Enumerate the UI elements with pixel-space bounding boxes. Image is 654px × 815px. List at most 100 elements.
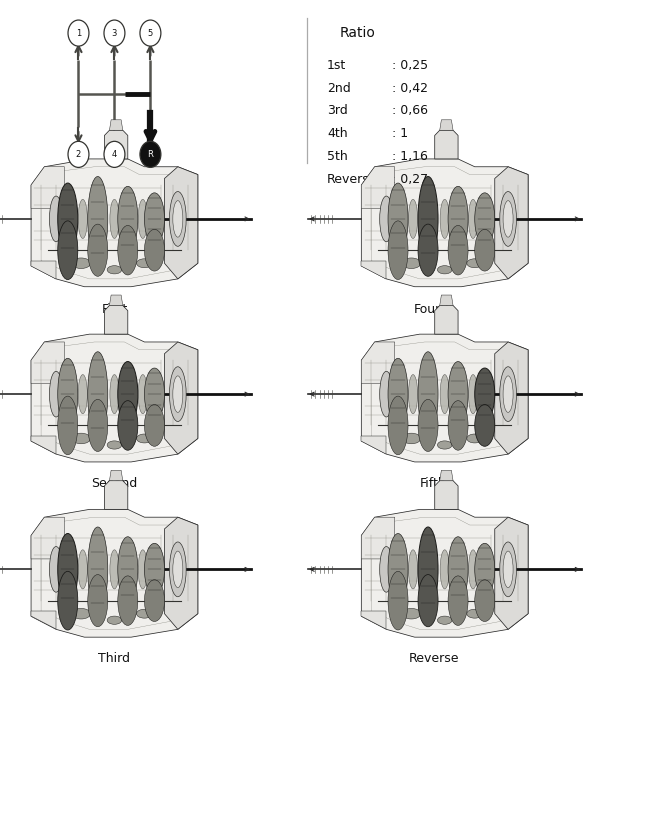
Ellipse shape bbox=[137, 434, 152, 443]
Text: Fifth: Fifth bbox=[421, 477, 447, 490]
Ellipse shape bbox=[448, 576, 468, 625]
Text: : 0,25: : 0,25 bbox=[392, 59, 428, 72]
Ellipse shape bbox=[78, 550, 88, 589]
Ellipse shape bbox=[402, 609, 421, 619]
Ellipse shape bbox=[145, 544, 165, 596]
Ellipse shape bbox=[169, 367, 186, 421]
Ellipse shape bbox=[137, 610, 152, 618]
Ellipse shape bbox=[58, 571, 78, 630]
Ellipse shape bbox=[118, 401, 138, 450]
Ellipse shape bbox=[118, 576, 138, 625]
Polygon shape bbox=[31, 518, 64, 559]
Polygon shape bbox=[495, 167, 528, 279]
Ellipse shape bbox=[110, 550, 119, 589]
Ellipse shape bbox=[169, 192, 186, 246]
Ellipse shape bbox=[440, 200, 449, 239]
Text: Ratio: Ratio bbox=[340, 26, 376, 40]
Ellipse shape bbox=[418, 527, 438, 612]
Polygon shape bbox=[105, 130, 128, 159]
Ellipse shape bbox=[72, 258, 90, 268]
Polygon shape bbox=[165, 167, 198, 279]
Polygon shape bbox=[31, 611, 56, 629]
Ellipse shape bbox=[418, 352, 438, 437]
Ellipse shape bbox=[475, 368, 495, 421]
Ellipse shape bbox=[409, 375, 418, 414]
Polygon shape bbox=[109, 120, 123, 130]
Circle shape bbox=[104, 141, 125, 167]
Ellipse shape bbox=[72, 434, 90, 443]
Polygon shape bbox=[361, 159, 528, 287]
Text: 5th: 5th bbox=[327, 150, 348, 163]
Ellipse shape bbox=[440, 375, 449, 414]
Ellipse shape bbox=[388, 183, 408, 255]
Ellipse shape bbox=[138, 550, 147, 589]
Ellipse shape bbox=[402, 258, 421, 268]
Ellipse shape bbox=[467, 259, 483, 267]
Ellipse shape bbox=[107, 266, 122, 274]
Polygon shape bbox=[439, 470, 453, 481]
Polygon shape bbox=[31, 159, 198, 287]
Polygon shape bbox=[361, 611, 387, 629]
Ellipse shape bbox=[388, 359, 408, 430]
Ellipse shape bbox=[448, 187, 468, 252]
Ellipse shape bbox=[107, 441, 122, 449]
Ellipse shape bbox=[418, 575, 438, 627]
Ellipse shape bbox=[467, 610, 483, 618]
Ellipse shape bbox=[173, 376, 183, 412]
Polygon shape bbox=[105, 481, 128, 509]
Polygon shape bbox=[361, 261, 387, 279]
Ellipse shape bbox=[145, 193, 165, 245]
Ellipse shape bbox=[58, 221, 78, 280]
Polygon shape bbox=[439, 295, 453, 306]
Ellipse shape bbox=[118, 187, 138, 252]
Ellipse shape bbox=[500, 367, 517, 421]
Polygon shape bbox=[31, 342, 64, 384]
Ellipse shape bbox=[503, 376, 513, 412]
Polygon shape bbox=[109, 470, 123, 481]
Ellipse shape bbox=[440, 550, 449, 589]
Ellipse shape bbox=[448, 537, 468, 602]
Ellipse shape bbox=[500, 542, 517, 597]
Ellipse shape bbox=[88, 399, 108, 452]
Ellipse shape bbox=[468, 375, 477, 414]
Text: : 0,27: : 0,27 bbox=[392, 173, 428, 186]
Ellipse shape bbox=[448, 401, 468, 450]
Ellipse shape bbox=[50, 547, 63, 593]
Ellipse shape bbox=[50, 196, 63, 242]
Circle shape bbox=[104, 20, 125, 46]
Ellipse shape bbox=[58, 534, 78, 606]
Polygon shape bbox=[165, 342, 198, 454]
Ellipse shape bbox=[475, 579, 495, 622]
Text: 4: 4 bbox=[112, 150, 117, 159]
Polygon shape bbox=[31, 334, 198, 462]
Polygon shape bbox=[495, 342, 528, 454]
Ellipse shape bbox=[388, 571, 408, 630]
Polygon shape bbox=[361, 518, 395, 559]
Ellipse shape bbox=[438, 441, 452, 449]
Text: 5: 5 bbox=[148, 29, 153, 37]
Ellipse shape bbox=[145, 368, 165, 421]
Ellipse shape bbox=[145, 229, 165, 271]
Ellipse shape bbox=[409, 550, 418, 589]
Ellipse shape bbox=[467, 434, 483, 443]
Ellipse shape bbox=[110, 200, 119, 239]
Ellipse shape bbox=[418, 177, 438, 262]
Polygon shape bbox=[495, 518, 528, 629]
Ellipse shape bbox=[500, 192, 517, 246]
Ellipse shape bbox=[78, 375, 88, 414]
Text: Reverse: Reverse bbox=[327, 173, 377, 186]
Polygon shape bbox=[165, 518, 198, 629]
Ellipse shape bbox=[110, 375, 119, 414]
Ellipse shape bbox=[468, 200, 477, 239]
Text: 3rd: 3rd bbox=[327, 104, 348, 117]
Text: Third: Third bbox=[99, 652, 130, 665]
Ellipse shape bbox=[169, 542, 186, 597]
Text: : 0,66: : 0,66 bbox=[392, 104, 428, 117]
Ellipse shape bbox=[88, 527, 108, 612]
Ellipse shape bbox=[388, 534, 408, 606]
Text: First: First bbox=[101, 303, 128, 316]
Text: : 1: : 1 bbox=[392, 127, 409, 140]
Ellipse shape bbox=[380, 196, 393, 242]
Polygon shape bbox=[361, 509, 528, 637]
Ellipse shape bbox=[72, 609, 90, 619]
